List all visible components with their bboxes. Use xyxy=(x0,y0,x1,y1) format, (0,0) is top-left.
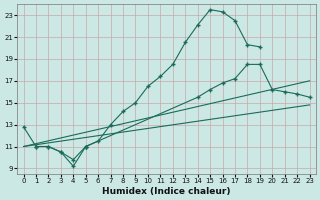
X-axis label: Humidex (Indice chaleur): Humidex (Indice chaleur) xyxy=(102,187,231,196)
